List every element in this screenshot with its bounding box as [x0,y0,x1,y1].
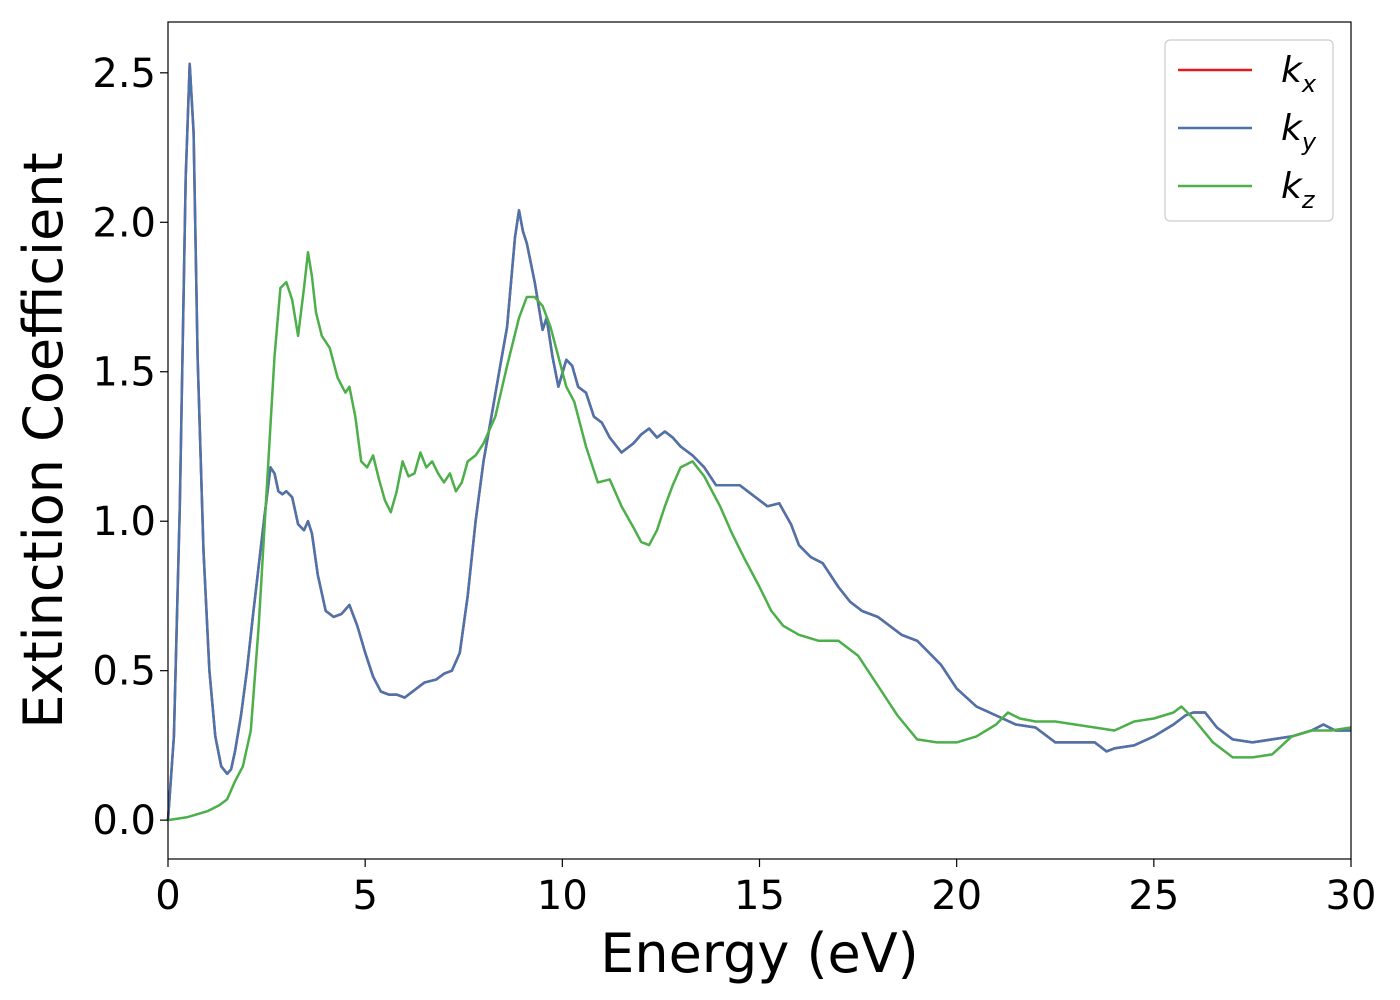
legend-label-subscript: z [1301,186,1316,214]
legend-label-subscript: y [1301,128,1317,156]
y-tick-label: 0.0 [92,798,156,844]
x-tick-label: 30 [1326,873,1377,919]
y-tick-label: 2.5 [92,51,156,97]
x-axis: 0 5 10 15 20 25 30 [155,859,1376,919]
y-axis: 0.0 0.5 1.0 1.5 2.0 2.5 [92,51,168,844]
legend-label-subscript: x [1301,70,1317,98]
legend-box [1164,39,1334,222]
legend-label: kz [1281,166,1316,214]
series-line-k-z [167,250,1352,822]
legend-label: ky [1281,108,1317,156]
y-tick-label: 1.5 [92,350,156,396]
x-axis-title: Energy (eV) [600,922,919,985]
x-tick-label: 5 [352,873,377,919]
legend-label-base: k [1281,108,1304,149]
legend-label: kx [1281,50,1317,98]
legend-label-base: k [1281,166,1304,207]
x-tick-label: 25 [1128,873,1179,919]
x-tick-label: 20 [931,873,982,919]
y-axis-title: Extinction Coefficient [12,152,75,728]
y-tick-label: 2.0 [92,200,156,246]
y-tick-label: 0.5 [92,649,156,695]
x-tick-label: 15 [734,873,785,919]
y-tick-label: 1.0 [92,499,156,545]
x-tick-label: 0 [155,873,180,919]
x-tick-label: 10 [537,873,588,919]
legend-label-base: k [1281,50,1304,91]
series-layer [166,62,1352,822]
